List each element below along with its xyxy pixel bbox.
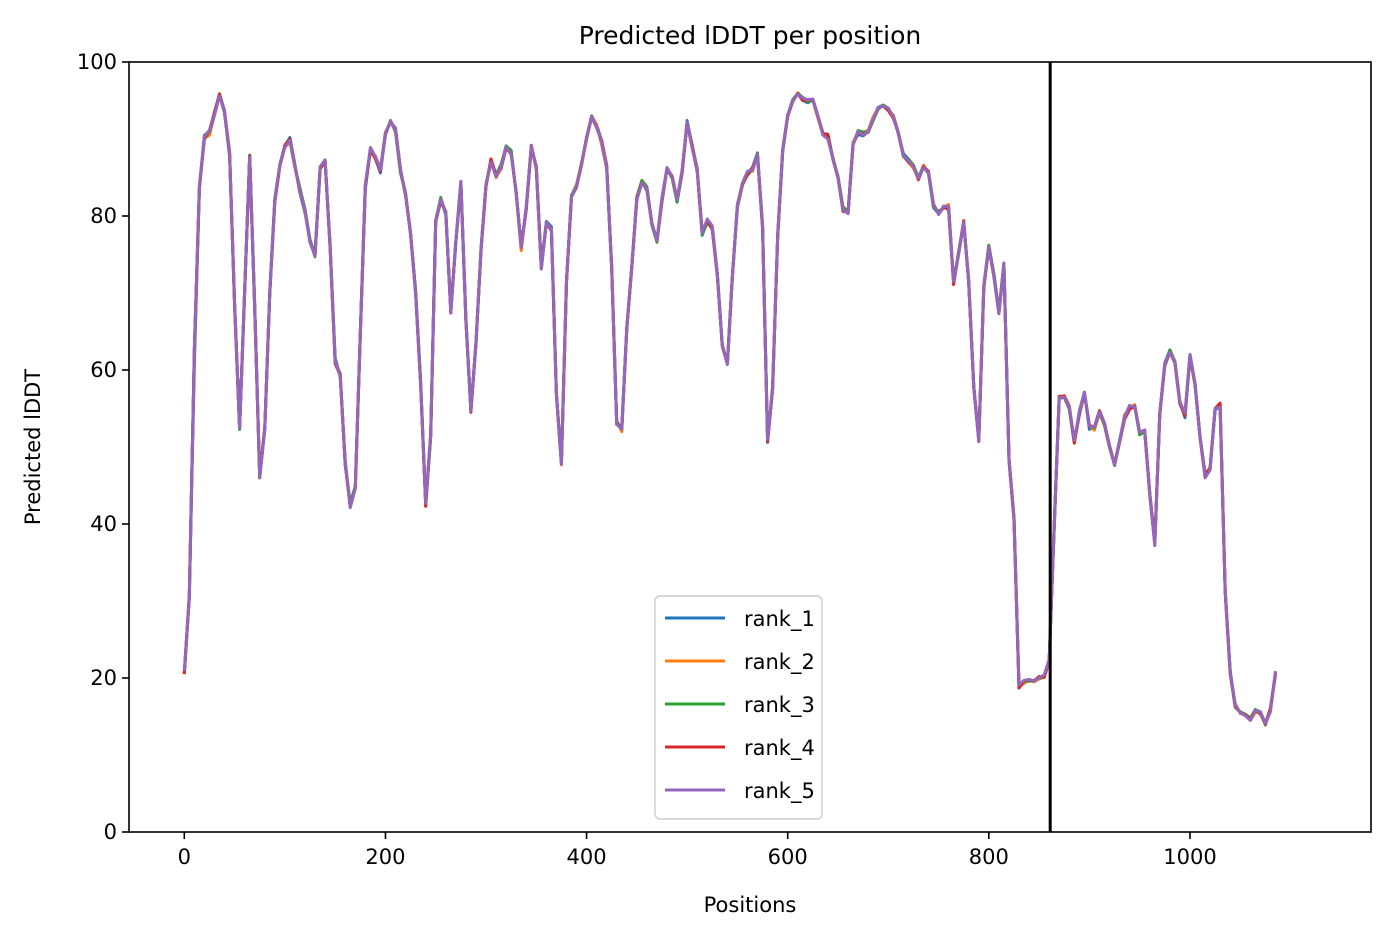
chart-title: Predicted lDDT per position [579,21,921,50]
x-tick-label: 0 [178,845,191,869]
legend: rank_1 rank_2 rank_3 rank_4 rank_5 [654,595,823,820]
plot-frame [128,61,1372,833]
legend-label-rank_4: rank_4 [744,736,815,761]
legend-label-rank_1: rank_1 [744,607,815,632]
y-tick-label: 20 [90,666,117,690]
x-tick-label: 600 [768,845,808,869]
x-tick-label: 200 [365,845,405,869]
x-tick-label: 1000 [1163,845,1216,869]
y-tick-label: 100 [77,50,117,74]
y-axis-label: Predicted lDDT [21,369,45,525]
y-tick-label: 40 [90,512,117,536]
x-tick-label: 400 [567,845,607,869]
y-tick-label: 80 [90,204,117,228]
x-tick-label: 800 [969,845,1009,869]
legend-box [654,595,823,820]
series-lines [182,91,1277,727]
x-axis-label: Positions [704,893,797,917]
x-axis: 0 200 400 600 800 1000 [178,832,1217,869]
legend-label-rank_2: rank_2 [744,650,815,675]
series-line-rank_5 [182,92,1277,725]
y-tick-label: 60 [90,358,117,382]
y-axis: 0 20 40 60 80 100 [77,50,129,844]
y-tick-label: 0 [104,820,117,844]
legend-label-rank_3: rank_3 [744,693,815,718]
legend-label-rank_5: rank_5 [744,779,815,804]
